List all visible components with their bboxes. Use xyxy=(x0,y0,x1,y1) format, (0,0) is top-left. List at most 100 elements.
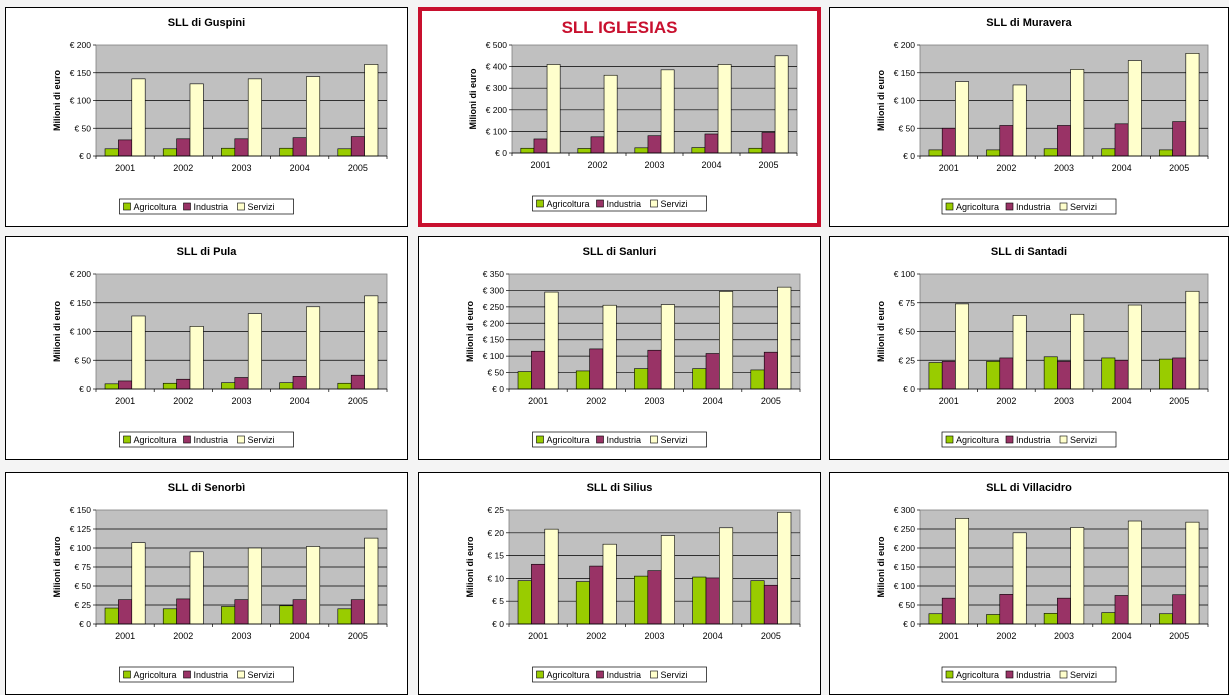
legend-swatch-servizi xyxy=(1059,670,1068,679)
bar-industria-2001 xyxy=(531,350,546,390)
bar-industria-2002 xyxy=(176,598,191,625)
bar-chart-svg: SLL di Santadi € 0 € 25 € 50 € 75 € 100 Milion… xyxy=(876,246,1209,448)
bar-servizi-2004 xyxy=(719,291,734,390)
bar-agricoltura-2005 xyxy=(748,147,763,154)
bar-agricoltura-2003 xyxy=(634,147,649,154)
legend: Agricoltura Industria Servizi xyxy=(941,431,1117,448)
bar-servizi-2004 xyxy=(306,76,321,157)
x-tick-label: 2002 xyxy=(586,396,606,406)
bar-servizi-2001 xyxy=(955,81,969,157)
bar-servizi-2004 xyxy=(719,527,734,625)
legend-label-industria: Industria xyxy=(194,202,229,212)
chart-title: SLL di Muravera xyxy=(986,17,1072,29)
bar-servizi-2003 xyxy=(1070,527,1085,625)
x-tick-label: 2003 xyxy=(644,160,664,170)
legend-label-servizi: Servizi xyxy=(661,435,688,445)
bar-servizi-2005 xyxy=(777,286,792,390)
bar-industria-2001 xyxy=(941,361,956,390)
bar-agricoltura-2002 xyxy=(986,149,1001,157)
bar-servizi-2003 xyxy=(1070,313,1085,390)
legend-swatch-servizi xyxy=(650,435,658,444)
legend-label-servizi: Servizi xyxy=(248,202,275,212)
bar-servizi-2003 xyxy=(660,304,675,390)
bar-agricoltura-2002 xyxy=(162,382,177,390)
bar-agricoltura-2003 xyxy=(1043,148,1058,157)
bar-industria-2005 xyxy=(350,374,365,390)
y-axis-label: Milioni di euro xyxy=(52,70,62,131)
legend-box xyxy=(119,198,294,215)
legend-swatch-industria xyxy=(596,435,604,444)
chart-panel-7: SLL di Senorbì € 0 € 25 € 50 € 75 € 100 € 125 €… xyxy=(5,472,408,695)
y-tick-label: € 25 xyxy=(898,355,915,365)
x-tick-label: 2002 xyxy=(996,163,1016,173)
x-tick-label: 2005 xyxy=(761,396,781,406)
y-tick-label: € 50 xyxy=(74,355,91,365)
x-tick-label: 2003 xyxy=(231,631,251,641)
bar-agricoltura-2004 xyxy=(279,382,294,390)
bar-industria-2004 xyxy=(292,137,307,157)
x-tick-label: 2002 xyxy=(996,631,1016,641)
bar-chart-svg: SLL di Muravera € 0 € 50 € 100 € 150 € 200 Mil… xyxy=(876,17,1209,215)
y-axis-label: Milioni di euro xyxy=(876,301,886,362)
x-tick-label: 2003 xyxy=(1054,631,1074,641)
chart-panel-2: SLL IGLESIAS € 0 € 100 € 200 € 300 € 400 € 500… xyxy=(418,7,821,227)
legend-swatch-industria xyxy=(1005,435,1014,444)
x-tick-label: 2005 xyxy=(348,163,368,173)
y-axis-label: Milioni di euro xyxy=(52,301,62,362)
bar-industria-2005 xyxy=(350,599,365,625)
bar-industria-2003 xyxy=(234,138,249,157)
x-tick-label: 2005 xyxy=(348,631,368,641)
bar-industria-2001 xyxy=(118,599,133,625)
legend-label-industria: Industria xyxy=(607,435,642,445)
bar-servizi-2005 xyxy=(364,64,379,157)
chart-title: SLL di Sanluri xyxy=(583,246,657,258)
bar-chart-svg: SLL di Sanluri € 0 € 50 € 100 € 150 € 200 € 25… xyxy=(465,246,801,448)
y-tick-label: € 100 xyxy=(70,327,92,337)
chart-title: SLL IGLESIAS xyxy=(562,18,678,37)
bar-industria-2004 xyxy=(292,376,307,390)
bar-agricoltura-2002 xyxy=(162,148,177,157)
chart-title: SLL di Santadi xyxy=(991,246,1067,258)
legend-box xyxy=(532,195,707,212)
x-tick-label: 2004 xyxy=(1112,396,1132,406)
bar-chart-svg: SLL di Pula € 0 € 50 € 100 € 150 € 200 Milioni… xyxy=(52,246,388,448)
bar-agricoltura-2004 xyxy=(1101,357,1116,390)
legend-swatch-industria xyxy=(183,670,191,679)
y-tick-label: € 25 xyxy=(74,600,91,610)
bar-industria-2004 xyxy=(1114,595,1129,625)
bar-agricoltura-2003 xyxy=(634,575,649,625)
bar-industria-2003 xyxy=(647,349,662,390)
x-tick-label: 2005 xyxy=(761,631,781,641)
chart-panel-8: SLL di Silius € 0 € 5 € 10 € 15 € 20 € 25 Milio… xyxy=(418,472,821,695)
bar-industria-2003 xyxy=(647,135,662,154)
y-tick-label: € 200 xyxy=(483,318,505,328)
x-tick-label: 2004 xyxy=(1112,631,1132,641)
y-tick-label: € 250 xyxy=(894,524,916,534)
bar-agricoltura-2003 xyxy=(1043,613,1058,625)
y-tick-label: € 50 xyxy=(898,123,915,133)
bar-agricoltura-2005 xyxy=(1159,613,1173,625)
y-tick-label: € 50 xyxy=(74,581,91,591)
legend-label-servizi: Servizi xyxy=(248,435,275,445)
legend-label-servizi: Servizi xyxy=(1070,670,1097,680)
legend: Agricoltura Industria Servizi xyxy=(532,666,707,683)
bar-agricoltura-2001 xyxy=(520,147,535,154)
x-tick-label: 2004 xyxy=(1112,163,1132,173)
bar-chart-svg: SLL di Villacidro € 0 € 50 € 100 € 150 € 200 €… xyxy=(876,482,1209,683)
bar-servizi-2004 xyxy=(306,546,321,625)
chart-panel-5: SLL di Sanluri € 0 € 50 € 100 € 150 € 200 € 25… xyxy=(418,236,821,460)
y-tick-label: € 150 xyxy=(70,505,92,515)
bar-industria-2003 xyxy=(1057,597,1071,625)
bar-industria-2001 xyxy=(118,139,133,157)
bar-industria-2004 xyxy=(1114,359,1129,390)
x-tick-label: 2004 xyxy=(290,163,310,173)
bar-servizi-2001 xyxy=(544,528,559,625)
bar-agricoltura-2004 xyxy=(691,147,706,154)
legend-swatch-agricoltura xyxy=(123,202,131,211)
bar-agricoltura-2001 xyxy=(928,149,943,157)
chart-panel-6: SLL di Santadi € 0 € 25 € 50 € 75 € 100 Milion… xyxy=(829,236,1229,460)
bar-servizi-2002 xyxy=(603,74,618,154)
x-tick-label: 2004 xyxy=(290,396,310,406)
y-tick-label: € 150 xyxy=(70,68,92,78)
y-axis-label: Milioni di euro xyxy=(52,536,62,597)
